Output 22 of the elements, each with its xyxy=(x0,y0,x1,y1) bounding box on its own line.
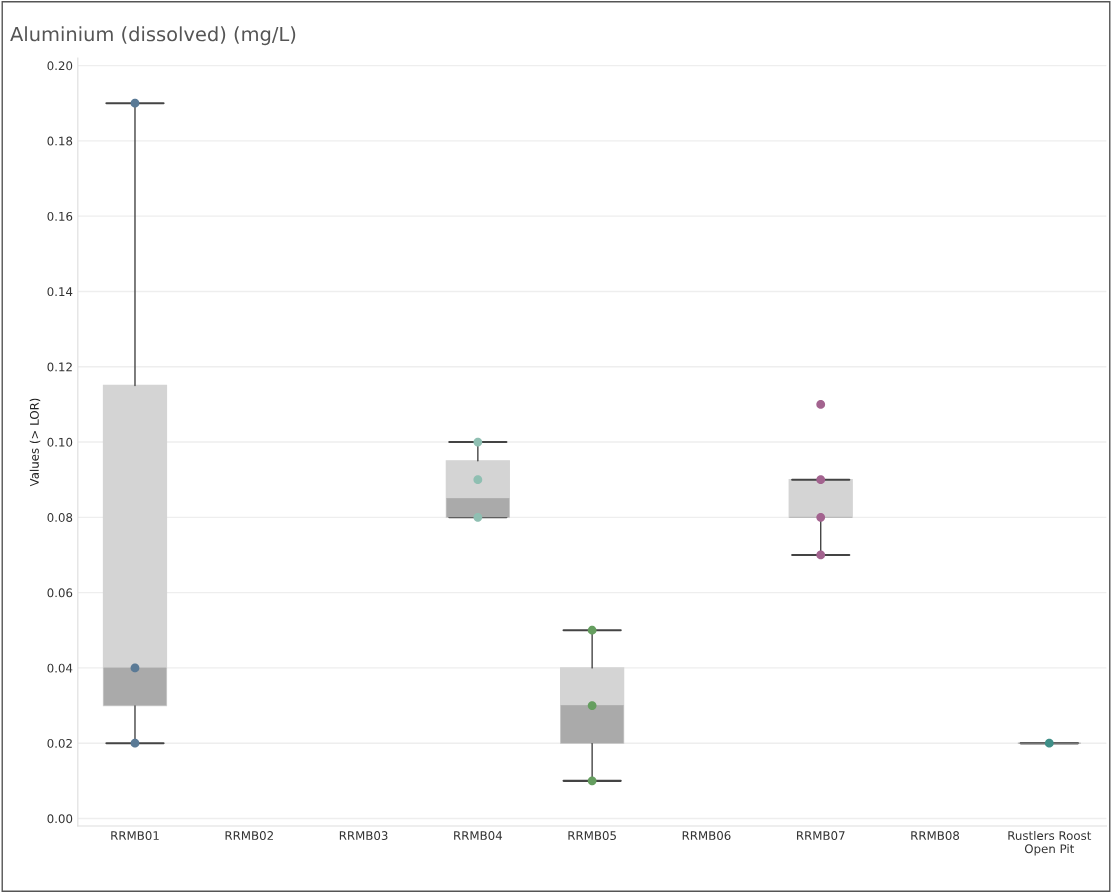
y-axis-title: Values (> LOR) xyxy=(29,398,41,487)
x-tick-label: RRMB06 xyxy=(682,831,731,841)
y-tick-label: 0.10 xyxy=(47,437,73,447)
y-tick-label: 0.18 xyxy=(47,136,73,146)
x-tick-label: RRMB05 xyxy=(568,831,616,841)
x-tick-label: RRMB04 xyxy=(454,831,503,841)
x-tick-label: RRMB07 xyxy=(797,831,845,841)
y-tick-label: 0.00 xyxy=(47,814,73,824)
y-tick-label: 0.14 xyxy=(47,287,73,297)
y-tick-label: 0.16 xyxy=(47,211,73,221)
y-tick-label: 0.06 xyxy=(47,588,73,598)
y-tick-label: 0.08 xyxy=(47,513,73,522)
chart-title: Aluminium (dissolved) (mg/L) xyxy=(10,26,296,46)
x-tick-label: RRMB08 xyxy=(911,831,960,841)
y-tick-label: 0.12 xyxy=(47,362,72,372)
y-tick-label: 0.02 xyxy=(47,738,72,748)
y-tick-label: 0.04 xyxy=(47,663,73,673)
y-tick-label: 0.20 xyxy=(47,61,73,71)
x-tick-label: RRMB03 xyxy=(339,831,388,841)
x-tick-label: Rustlers Roost Open Pit xyxy=(1008,830,1092,856)
x-tick-label: RRMB02 xyxy=(225,831,273,841)
x-tick-label: RRMB01 xyxy=(111,831,159,841)
